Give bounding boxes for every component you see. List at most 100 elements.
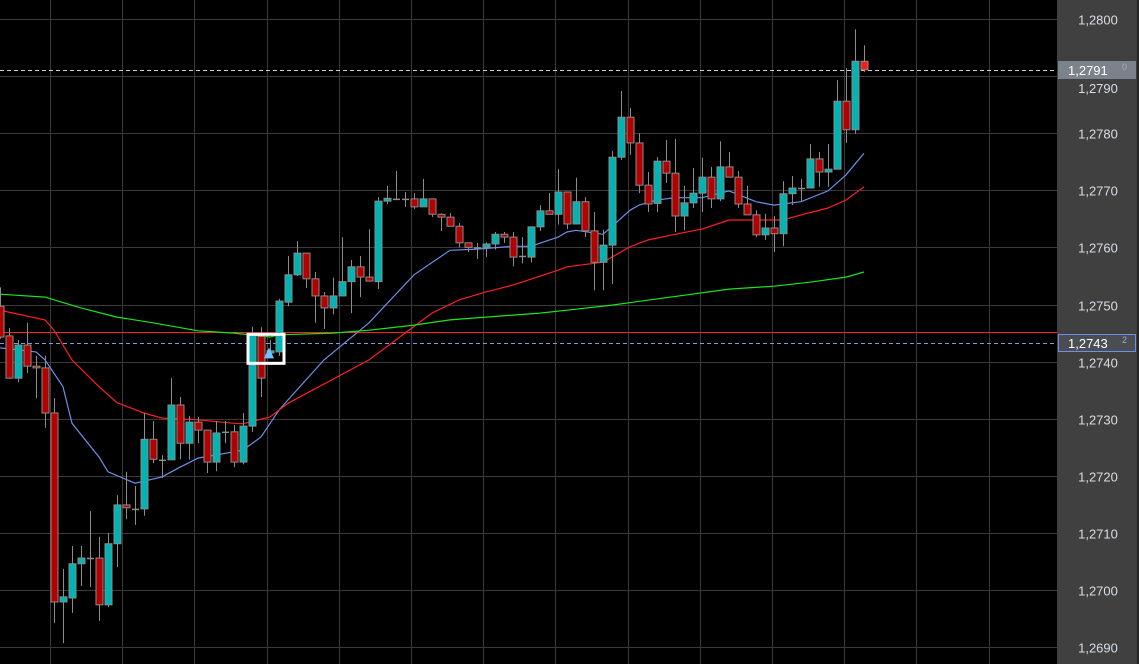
- candle-bearish: [203, 429, 212, 463]
- candle-bearish: [41, 367, 50, 414]
- price-axis[interactable]: [1057, 0, 1137, 664]
- price-label-text: 1,2743: [1068, 336, 1108, 351]
- candle-bearish: [860, 60, 869, 71]
- candle-bearish: [122, 504, 131, 509]
- candle-bullish: [572, 201, 581, 225]
- candle-bearish: [635, 142, 644, 186]
- price-label-text: 1,2791: [1068, 63, 1108, 78]
- candle-bearish: [734, 176, 743, 205]
- candle-bullish: [482, 243, 491, 248]
- candle-bullish: [347, 266, 356, 283]
- tick-label: 1,2740: [1078, 356, 1118, 371]
- candle-bullish: [293, 252, 302, 276]
- tick-label: 1,2700: [1078, 584, 1118, 599]
- candle-bullish: [833, 100, 842, 170]
- price-label-box: [1058, 61, 1136, 79]
- candle-bearish: [662, 160, 671, 174]
- candle-bearish: [32, 365, 41, 369]
- candle-bearish: [257, 335, 266, 379]
- candle-bullish: [59, 596, 68, 603]
- candle-bullish: [617, 116, 626, 158]
- candle-bullish: [491, 233, 500, 245]
- tick-label: 1,2730: [1078, 413, 1118, 428]
- candle-bullish: [527, 226, 536, 258]
- candle-bearish: [5, 335, 14, 379]
- candle-bearish: [302, 252, 311, 280]
- tick-label: 1,2770: [1078, 184, 1118, 199]
- candle-bearish: [581, 201, 590, 232]
- candle-bullish: [185, 421, 194, 444]
- candle-bullish: [599, 244, 608, 263]
- candle-bullish: [536, 210, 545, 228]
- candle-bullish: [824, 168, 833, 173]
- candle-bullish: [716, 166, 725, 200]
- candle-bearish: [671, 172, 680, 217]
- candle-bullish: [14, 344, 23, 379]
- candle-bullish: [113, 504, 122, 545]
- candle-bullish: [689, 192, 698, 204]
- candle-bearish: [428, 198, 437, 215]
- candle-bullish: [104, 543, 113, 606]
- candle-bearish: [410, 198, 419, 208]
- position-marker[interactable]: [246, 332, 286, 365]
- candle-bullish: [698, 176, 707, 194]
- candles: [0, 29, 869, 644]
- candle-bearish: [743, 203, 752, 216]
- price-label-superscript: 0: [1122, 62, 1127, 72]
- candle-bearish: [50, 412, 59, 603]
- candle-bearish: [230, 431, 239, 463]
- candle-bullish: [140, 438, 149, 510]
- candle-bullish: [284, 274, 293, 303]
- axis-edge: [1137, 0, 1139, 664]
- candle-bullish: [329, 295, 338, 309]
- candle-bearish: [752, 214, 761, 236]
- candle-bullish: [383, 197, 392, 202]
- position-marker-box[interactable]: [246, 332, 286, 365]
- candle-bullish: [788, 187, 797, 195]
- candle-bearish: [149, 438, 158, 460]
- candle-bearish: [464, 242, 473, 248]
- candle-bearish: [842, 100, 851, 131]
- moving-average-line: [0, 271, 865, 338]
- candle-bullish: [419, 198, 428, 208]
- horizontal-lines: [0, 70, 1060, 344]
- candle-bearish: [815, 158, 824, 173]
- candle-bearish: [176, 404, 185, 444]
- tick-label: 1,2790: [1078, 81, 1118, 96]
- tick-label: 1,2800: [1078, 13, 1118, 28]
- candle-bullish: [248, 334, 257, 427]
- candle-bearish: [455, 225, 464, 244]
- candle-bullish: [608, 156, 617, 246]
- triangle-up-icon: [264, 347, 274, 359]
- price-label-box: [1058, 334, 1136, 352]
- candle-bearish: [95, 557, 104, 606]
- candle-bullish: [851, 60, 860, 131]
- candle-bearish: [194, 421, 203, 431]
- candle-bearish: [23, 344, 32, 367]
- candle-bearish: [320, 295, 329, 309]
- candle-bullish: [275, 300, 284, 353]
- candle-bullish: [212, 432, 221, 463]
- candle-bullish: [239, 425, 248, 463]
- tick-label: 1,2710: [1078, 527, 1118, 542]
- candle-bullish: [338, 281, 347, 297]
- candle-bearish: [311, 278, 320, 297]
- candle-bearish: [446, 216, 455, 227]
- candle-bearish: [644, 184, 653, 205]
- price-label-superscript: 2: [1122, 335, 1127, 345]
- candle-bullish: [77, 557, 86, 565]
- candle-bearish: [356, 266, 365, 278]
- candle-bearish: [0, 305, 5, 338]
- candle-bearish: [500, 233, 509, 238]
- price-labels: 1,2791 0 1,2743 2: [1058, 61, 1136, 352]
- candle-bullish: [806, 158, 815, 189]
- candle-bearish: [626, 116, 635, 144]
- candle-bearish: [770, 227, 779, 235]
- tick-label: 1,2780: [1078, 127, 1118, 142]
- candle-bearish: [509, 236, 518, 258]
- candle-bearish: [563, 191, 572, 225]
- candle-bullish: [680, 202, 689, 217]
- candle-bearish: [365, 276, 374, 282]
- tick-label: 1,2690: [1078, 641, 1118, 656]
